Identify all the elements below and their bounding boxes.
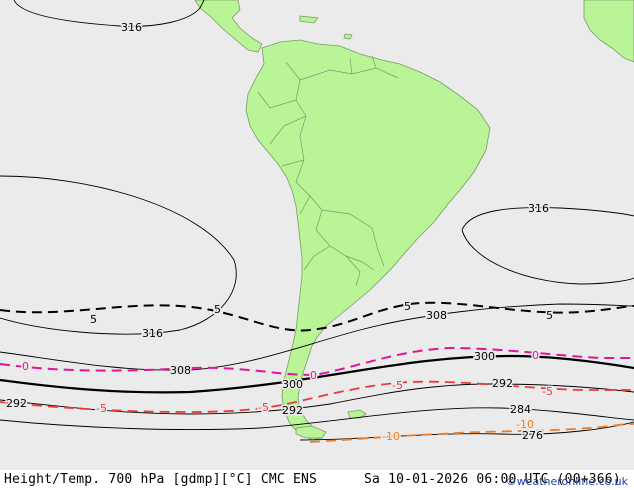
height-contour-300 [0, 354, 634, 394]
height-contour-316-left [0, 175, 237, 335]
label-t5-mid: 5 [214, 303, 221, 316]
credit-link[interactable]: ©weatheronline.co.uk [505, 475, 628, 488]
label-t0-mid: 0 [310, 369, 317, 382]
label-292-right: 292 [492, 377, 513, 390]
temp-contour-0 [0, 346, 634, 376]
africa-landmass [583, 0, 634, 63]
label-292-left: 292 [6, 397, 27, 410]
height-contour-308 [0, 303, 634, 371]
contour-labels: 316 316 316 308 308 300 300 292 292 292 … [5, 20, 555, 445]
caribbean-island [299, 15, 319, 24]
land-layer [194, 0, 634, 441]
height-contour-316-right [461, 207, 634, 285]
height-contour-316-top [13, 0, 205, 27]
height-contours [0, 0, 634, 441]
label-316-top: 316 [121, 21, 142, 34]
temp-contour-neg10 [309, 423, 634, 443]
label-316-left: 316 [142, 327, 163, 340]
tierra-del-fuego [295, 425, 327, 439]
country-borders [257, 55, 399, 287]
valid-time: Sa 10-01-2026 06:00 UTC (00+366) [364, 472, 621, 487]
label-300-right: 300 [474, 350, 495, 363]
caribbean-island [343, 33, 353, 40]
label-tm5-mid: -5 [258, 401, 269, 414]
label-300-left: 300 [282, 378, 303, 391]
south-america-landmass [245, 39, 491, 441]
label-t0-right: 0 [532, 349, 539, 362]
central-america-landmass [194, 0, 263, 53]
temp-contour-pos5 [0, 301, 634, 332]
label-t0-left: 0 [22, 360, 29, 373]
label-t5-right1: 5 [404, 300, 411, 313]
label-tm5-right2: -5 [542, 385, 553, 398]
label-292-mid: 292 [282, 404, 303, 417]
map-title: Height/Temp. 700 hPa [gdmp][°C] CMC ENS [4, 472, 318, 487]
label-tm5-right1: -5 [392, 379, 403, 392]
label-284: 284 [510, 403, 531, 416]
label-308-right: 308 [426, 309, 447, 322]
height-contour-284 [0, 407, 634, 431]
label-tm5-left: -5 [96, 402, 107, 415]
temp-contour-neg5 [0, 380, 634, 413]
falkland-islands [347, 409, 367, 419]
label-316-right: 316 [528, 202, 549, 215]
weather-map: 316 316 316 308 308 300 300 292 292 292 … [0, 0, 634, 470]
label-t5-right2: 5 [546, 309, 553, 322]
label-308-left: 308 [170, 364, 191, 377]
height-contour-276 [299, 421, 634, 441]
map-footer: Height/Temp. 700 hPa [gdmp][°C] CMC ENS … [0, 470, 634, 490]
label-t5-left: 5 [90, 313, 97, 326]
label-276: 276 [522, 429, 543, 442]
label-tm10-left: -10 [382, 430, 400, 443]
label-tm10-right: -10 [516, 418, 534, 431]
